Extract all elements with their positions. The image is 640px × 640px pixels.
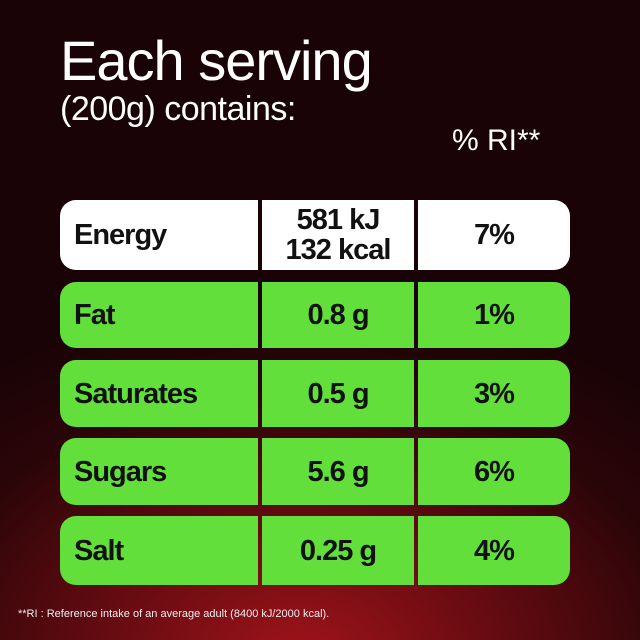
footnote: **RI : Reference intake of an average ad… (18, 608, 330, 620)
cell-text: 7% (474, 219, 515, 251)
amount-cell: 581 kJ 132 kcal (262, 200, 414, 270)
amount-cell: 0.8 g (262, 282, 414, 348)
ri-cell: 3% (418, 360, 570, 427)
nutrient-cell: Fat (60, 282, 258, 348)
cell-text: 132 kcal (285, 234, 392, 266)
amount-cell: 5.6 g (262, 438, 414, 505)
cell-text: 0.8 g (307, 299, 369, 331)
cell-text: 3% (474, 377, 515, 410)
cell-text: Fat (74, 299, 116, 331)
ri-cell: 7% (418, 200, 570, 270)
ri-cell: 4% (418, 516, 570, 585)
cell-text: Salt (74, 534, 124, 567)
cell-text: Sugars (74, 455, 167, 488)
cell-text: 0.25 g (299, 534, 377, 567)
amount-cell: 0.25 g (262, 516, 414, 585)
cell-text: 6% (474, 455, 515, 488)
title: Each serving (60, 29, 373, 92)
cell-text: 1% (474, 299, 515, 331)
amount-cell: 0.5 g (262, 360, 414, 427)
ri-cell: 6% (418, 438, 570, 505)
cell-text: 4% (474, 534, 515, 567)
cell-text: 581 kJ (296, 204, 381, 236)
nutrient-cell: Salt (60, 516, 258, 585)
ri-cell: 1% (418, 282, 570, 348)
nutrient-cell: Sugars (60, 438, 258, 505)
cell-text: 0.5 g (307, 377, 369, 410)
cell-text: Energy (74, 219, 167, 251)
cell-text: 5.6 g (307, 455, 369, 488)
subtitle: (200g) contains: (60, 90, 296, 128)
nutrient-cell: Energy (60, 200, 258, 270)
ri-heading: % RI** (452, 124, 541, 157)
cell-text: Saturates (74, 377, 198, 410)
nutrient-cell: Saturates (60, 360, 258, 427)
